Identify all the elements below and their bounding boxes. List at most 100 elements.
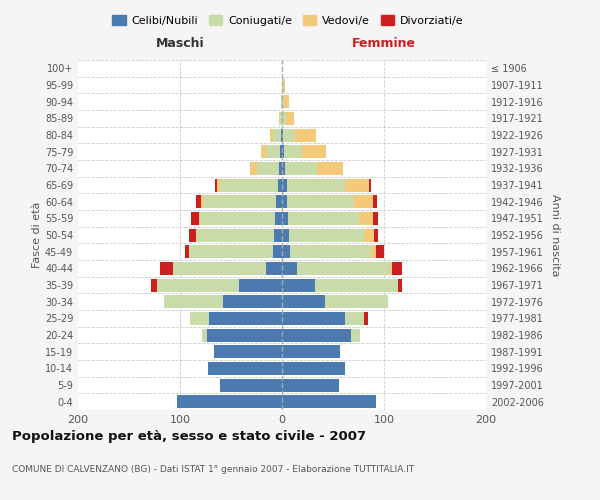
Bar bbox=[373, 212, 378, 225]
Bar bbox=[284, 95, 289, 108]
Text: Popolazione per età, sesso e stato civile - 2007: Popolazione per età, sesso e stato civil… bbox=[12, 430, 366, 443]
Bar bbox=[185, 245, 189, 258]
Bar bbox=[279, 112, 280, 125]
Bar bbox=[282, 362, 345, 375]
Bar bbox=[250, 162, 257, 175]
Bar bbox=[282, 378, 339, 392]
Bar bbox=[282, 162, 285, 175]
Bar bbox=[298, 262, 390, 275]
Bar bbox=[282, 145, 284, 158]
Bar bbox=[282, 95, 284, 108]
Bar bbox=[352, 328, 359, 342]
Bar bbox=[364, 228, 374, 241]
Bar bbox=[314, 278, 398, 291]
Bar bbox=[282, 178, 287, 192]
Bar bbox=[282, 245, 290, 258]
Bar bbox=[302, 145, 326, 158]
Bar bbox=[355, 195, 373, 208]
Bar bbox=[160, 262, 173, 275]
Bar bbox=[369, 178, 371, 192]
Bar bbox=[282, 128, 283, 141]
Bar bbox=[206, 328, 282, 342]
Bar bbox=[191, 212, 199, 225]
Bar bbox=[283, 128, 295, 141]
Bar bbox=[283, 78, 285, 92]
Bar bbox=[295, 128, 316, 141]
Bar bbox=[189, 228, 196, 241]
Bar bbox=[157, 278, 239, 291]
Y-axis label: Anni di nascita: Anni di nascita bbox=[550, 194, 560, 276]
Bar bbox=[282, 228, 289, 241]
Bar bbox=[376, 245, 384, 258]
Bar bbox=[266, 145, 280, 158]
Bar bbox=[281, 95, 282, 108]
Bar bbox=[282, 195, 287, 208]
Bar bbox=[279, 162, 282, 175]
Bar bbox=[280, 112, 282, 125]
Bar bbox=[317, 162, 343, 175]
Bar bbox=[273, 245, 282, 258]
Bar bbox=[215, 178, 217, 192]
Bar bbox=[275, 212, 282, 225]
Bar bbox=[282, 78, 283, 92]
Bar bbox=[196, 228, 274, 241]
Bar bbox=[282, 312, 345, 325]
Bar bbox=[289, 228, 364, 241]
Bar bbox=[290, 245, 371, 258]
Bar bbox=[189, 245, 273, 258]
Bar bbox=[282, 395, 376, 408]
Bar bbox=[288, 212, 359, 225]
Bar bbox=[392, 262, 403, 275]
Bar bbox=[266, 262, 282, 275]
Bar bbox=[223, 295, 282, 308]
Bar bbox=[282, 295, 325, 308]
Bar bbox=[220, 178, 278, 192]
Text: COMUNE DI CALVENZANO (BG) - Dati ISTAT 1° gennaio 2007 - Elaborazione TUTTITALIA: COMUNE DI CALVENZANO (BG) - Dati ISTAT 1… bbox=[12, 465, 414, 474]
Bar bbox=[373, 195, 377, 208]
Bar bbox=[196, 195, 202, 208]
Bar bbox=[286, 112, 294, 125]
Bar bbox=[364, 312, 368, 325]
Bar bbox=[274, 228, 282, 241]
Bar bbox=[202, 328, 206, 342]
Bar bbox=[199, 212, 200, 225]
Bar bbox=[282, 278, 314, 291]
Bar bbox=[281, 128, 282, 141]
Bar bbox=[359, 212, 373, 225]
Bar bbox=[345, 178, 369, 192]
Bar bbox=[273, 128, 281, 141]
Text: Maschi: Maschi bbox=[155, 37, 205, 50]
Bar bbox=[177, 395, 282, 408]
Bar bbox=[282, 345, 340, 358]
Bar bbox=[287, 178, 345, 192]
Bar bbox=[190, 312, 209, 325]
Bar bbox=[209, 312, 282, 325]
Bar bbox=[276, 195, 282, 208]
Bar bbox=[398, 278, 403, 291]
Bar bbox=[270, 128, 273, 141]
Bar bbox=[260, 145, 266, 158]
Bar bbox=[257, 162, 279, 175]
Bar bbox=[164, 295, 223, 308]
Bar bbox=[202, 195, 203, 208]
Bar bbox=[280, 145, 282, 158]
Bar bbox=[390, 262, 392, 275]
Bar bbox=[287, 195, 355, 208]
Bar bbox=[284, 145, 302, 158]
Bar bbox=[282, 262, 298, 275]
Bar bbox=[151, 278, 157, 291]
Bar bbox=[200, 212, 275, 225]
Bar bbox=[345, 312, 364, 325]
Y-axis label: Fasce di età: Fasce di età bbox=[32, 202, 42, 268]
Bar bbox=[203, 195, 276, 208]
Bar bbox=[239, 278, 282, 291]
Bar bbox=[278, 178, 282, 192]
Legend: Celibi/Nubili, Coniugati/e, Vedovi/e, Divorziati/e: Celibi/Nubili, Coniugati/e, Vedovi/e, Di… bbox=[108, 10, 468, 30]
Bar bbox=[282, 328, 352, 342]
Bar bbox=[374, 228, 378, 241]
Bar bbox=[282, 112, 286, 125]
Bar bbox=[173, 262, 266, 275]
Bar bbox=[217, 178, 220, 192]
Bar bbox=[371, 245, 376, 258]
Bar bbox=[282, 212, 288, 225]
